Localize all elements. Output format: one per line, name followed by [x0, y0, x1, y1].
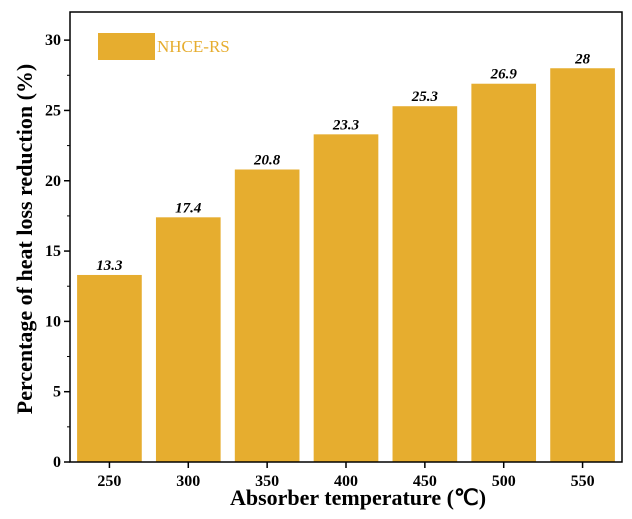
y-tick-label: 25 [45, 102, 61, 119]
bar [550, 68, 615, 462]
y-tick-label: 20 [45, 173, 61, 190]
x-tick-label: 350 [255, 473, 279, 490]
plot-area: 13.325017.430020.835023.340025.345026.95… [45, 11, 623, 490]
data-label: 26.9 [490, 67, 518, 83]
x-tick-label: 450 [413, 473, 437, 490]
bar [313, 134, 379, 462]
y-tick-label: 0 [53, 454, 61, 471]
x-axis-title: Absorber temperature (℃) [230, 485, 486, 510]
x-tick-label: 300 [176, 473, 200, 490]
data-label: 28 [574, 51, 591, 67]
data-label: 23.3 [332, 117, 360, 133]
y-tick-label: 15 [45, 243, 61, 260]
y-tick-label: 30 [45, 32, 61, 49]
legend-swatch [98, 33, 155, 60]
bar [392, 106, 458, 462]
legend-label: NHCE-RS [157, 37, 230, 56]
data-label: 25.3 [411, 89, 439, 105]
plot-frame [69, 11, 623, 463]
bar [77, 274, 142, 462]
y-tick-label: 10 [45, 313, 61, 330]
x-tick-label: 400 [334, 473, 358, 490]
bar [155, 217, 221, 462]
y-axis-title: Percentage of heat loss reduction (%) [12, 64, 37, 415]
x-tick-label: 500 [492, 473, 516, 490]
data-label: 20.8 [253, 153, 281, 169]
x-tick-label: 550 [571, 473, 595, 490]
data-label: 17.4 [175, 200, 202, 216]
bar [471, 83, 537, 462]
data-label: 13.3 [96, 258, 123, 274]
x-tick-label: 250 [97, 473, 121, 490]
bar [234, 169, 300, 462]
y-tick-label: 5 [53, 384, 61, 401]
